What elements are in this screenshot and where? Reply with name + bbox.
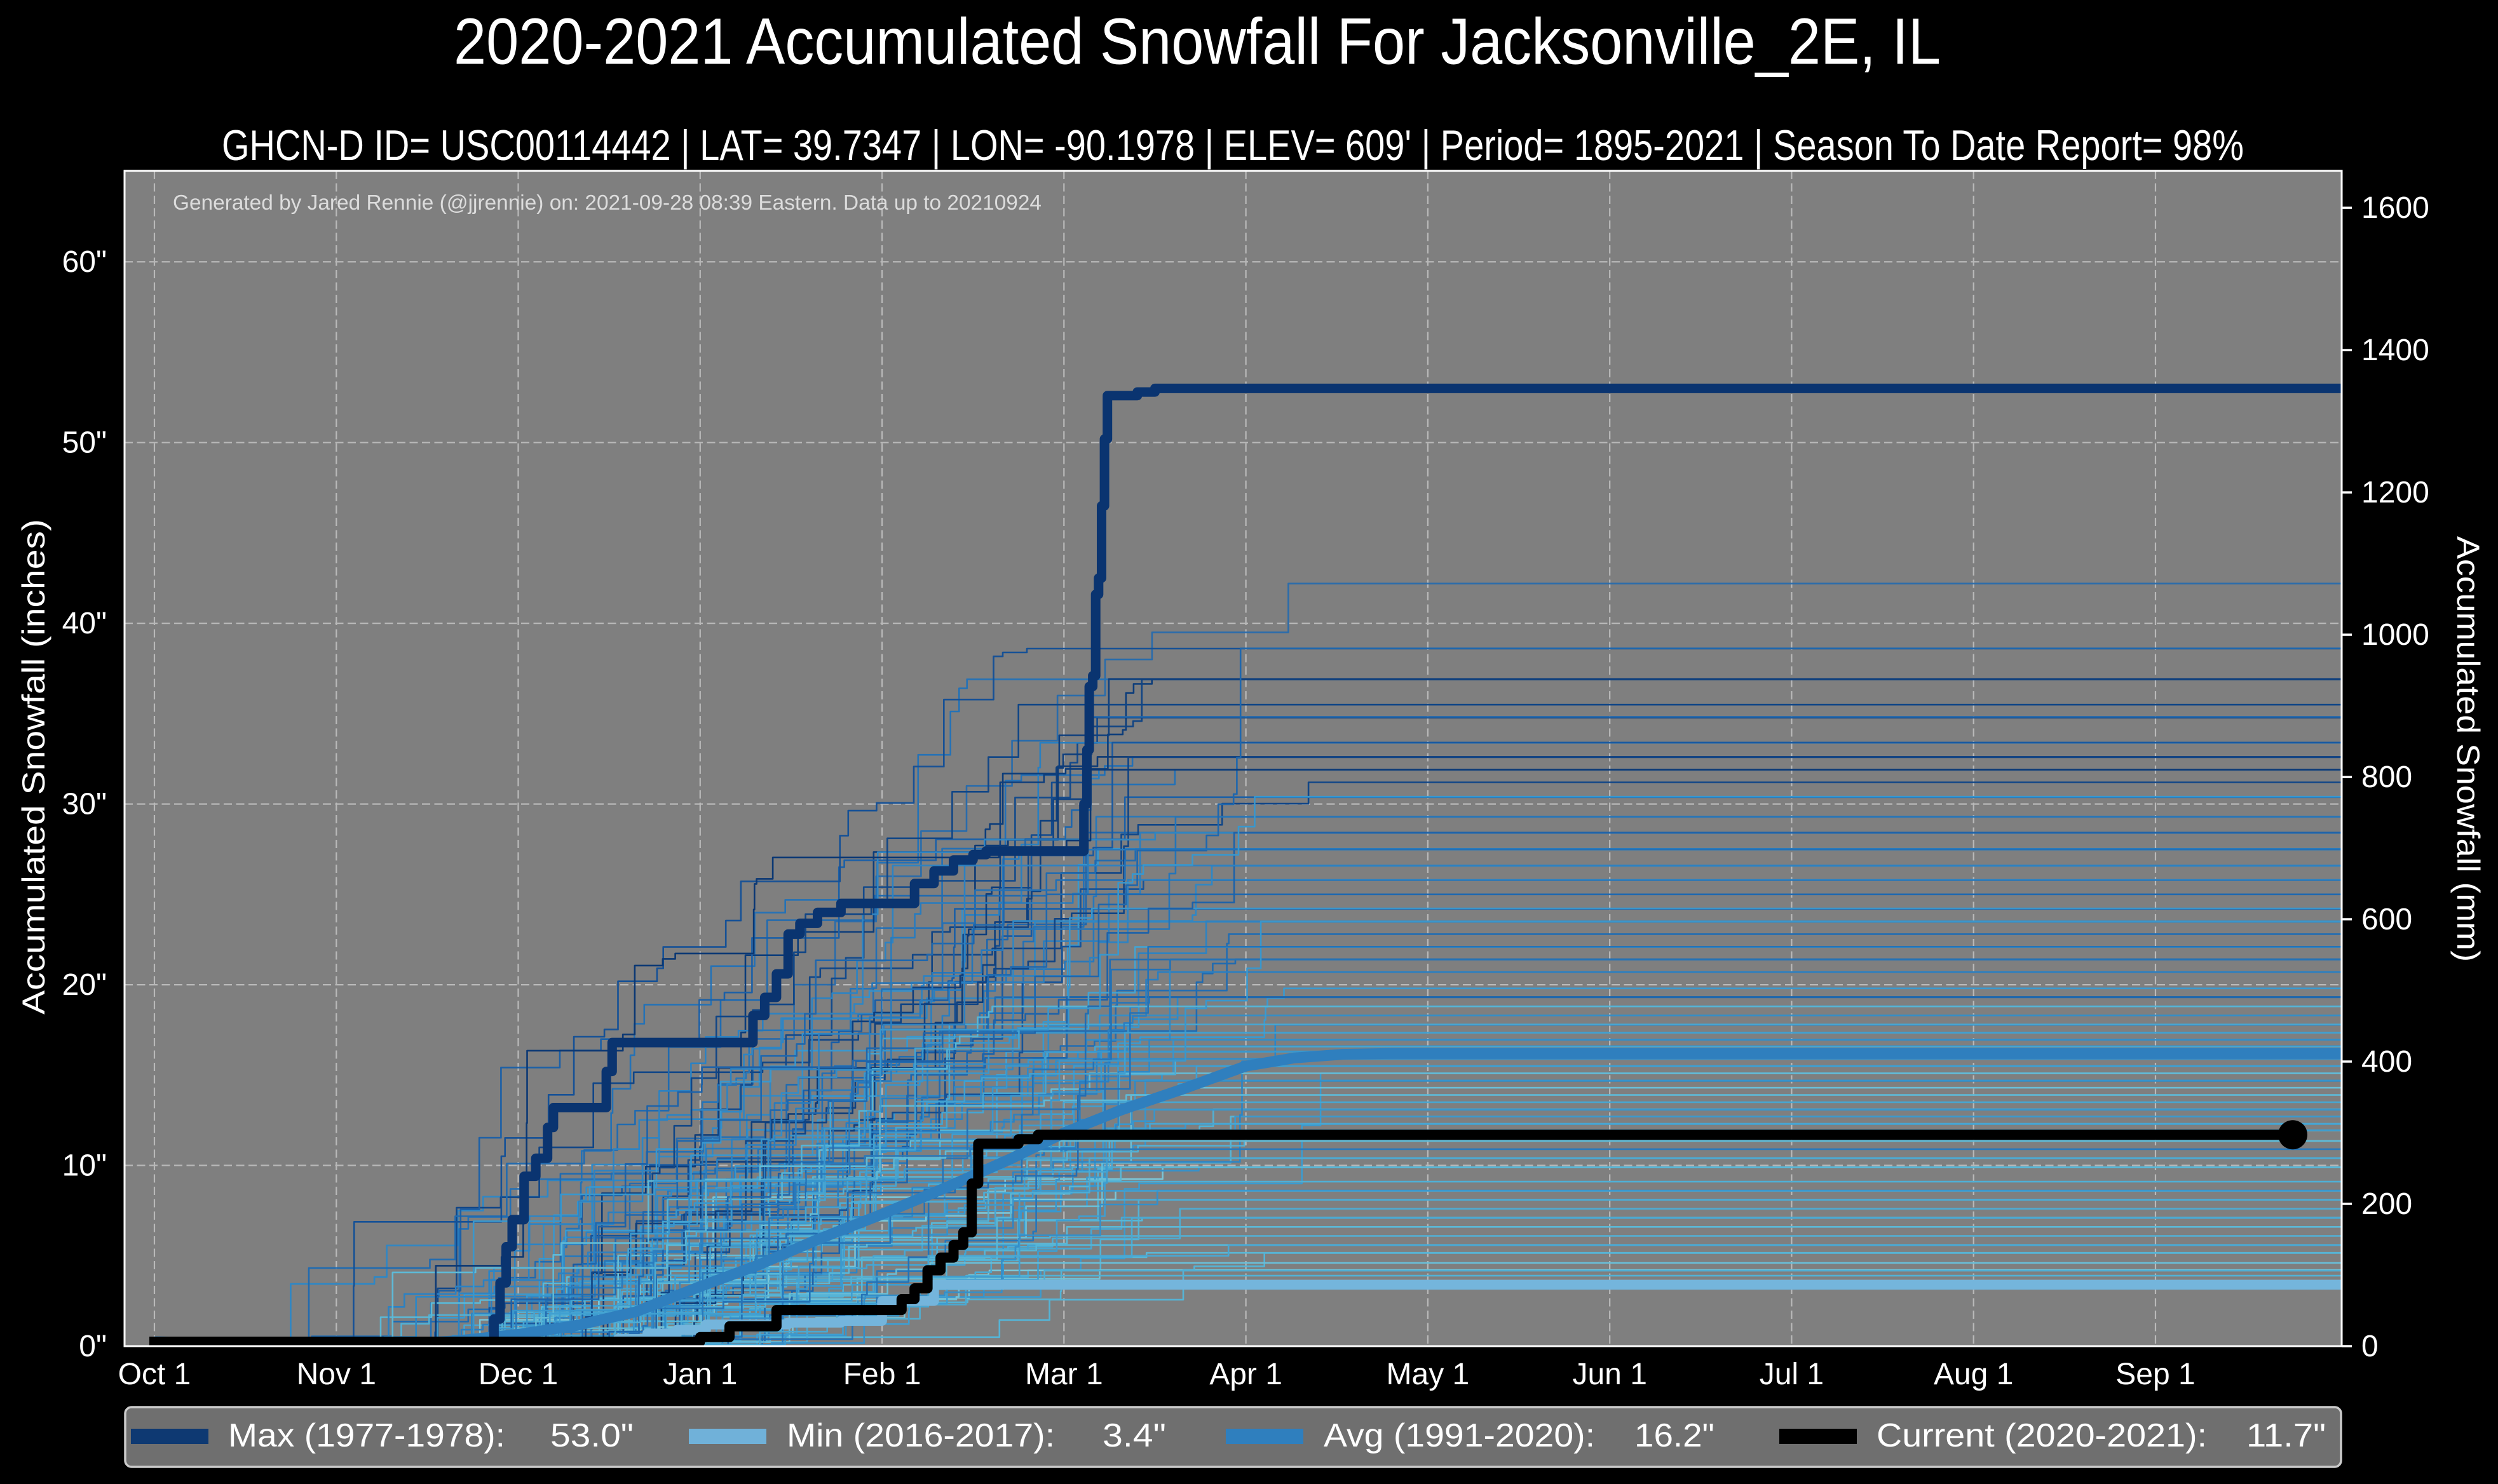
svg-text:200: 200	[2361, 1187, 2412, 1221]
svg-text:GHCN-D ID= USC00114442 | LAT=: GHCN-D ID= USC00114442 | LAT= 39.7347 | …	[222, 122, 2244, 170]
svg-text:20": 20"	[62, 968, 107, 1002]
svg-text:Jan 1: Jan 1	[663, 1358, 737, 1391]
svg-text:Jul 1: Jul 1	[1760, 1358, 1824, 1391]
svg-text:1600: 1600	[2361, 191, 2429, 225]
svg-text:16.2": 16.2"	[1634, 1417, 1714, 1454]
svg-text:0: 0	[2361, 1330, 2379, 1363]
svg-text:400: 400	[2361, 1045, 2412, 1079]
svg-text:11.7": 11.7"	[2246, 1417, 2326, 1454]
svg-text:3.4": 3.4"	[1103, 1417, 1166, 1454]
svg-text:30": 30"	[62, 788, 107, 821]
svg-text:Mar 1: Mar 1	[1025, 1358, 1103, 1391]
svg-text:Jun 1: Jun 1	[1572, 1358, 1646, 1391]
svg-text:Sep 1: Sep 1	[2115, 1358, 2195, 1391]
svg-text:Oct 1: Oct 1	[118, 1358, 191, 1391]
svg-text:Current (2020-2021):: Current (2020-2021):	[1877, 1417, 2207, 1454]
svg-text:2020-2021 Accumulated Snowfall: 2020-2021 Accumulated Snowfall For Jacks…	[454, 5, 1941, 78]
svg-text:60": 60"	[62, 245, 107, 279]
svg-text:Max (1977-1978):: Max (1977-1978):	[228, 1417, 505, 1454]
svg-text:1400: 1400	[2361, 334, 2429, 367]
svg-text:Generated by Jared Rennie (@jj: Generated by Jared Rennie (@jjrennie) on…	[173, 191, 1042, 215]
svg-text:1200: 1200	[2361, 476, 2429, 509]
svg-text:Min (2016-2017):: Min (2016-2017):	[787, 1417, 1055, 1454]
svg-text:Accumulated Snowfall (mm): Accumulated Snowfall (mm)	[2450, 536, 2486, 962]
svg-text:50": 50"	[62, 426, 107, 460]
svg-text:0": 0"	[79, 1330, 107, 1363]
svg-text:600: 600	[2361, 903, 2412, 936]
svg-text:1000: 1000	[2361, 618, 2429, 652]
svg-text:10": 10"	[62, 1149, 107, 1183]
svg-text:800: 800	[2361, 760, 2412, 794]
svg-text:Nov 1: Nov 1	[297, 1358, 376, 1391]
svg-text:Accumulated Snowfall (inches): Accumulated Snowfall (inches)	[16, 519, 51, 1015]
svg-text:53.0": 53.0"	[550, 1417, 634, 1454]
svg-text:Avg (1991-2020):: Avg (1991-2020):	[1324, 1417, 1595, 1454]
svg-text:40": 40"	[62, 607, 107, 640]
svg-text:Apr 1: Apr 1	[1209, 1358, 1282, 1391]
svg-text:Aug 1: Aug 1	[1934, 1358, 2013, 1391]
svg-text:May 1: May 1	[1387, 1358, 1470, 1391]
svg-text:Feb 1: Feb 1	[843, 1358, 921, 1391]
svg-text:Dec 1: Dec 1	[479, 1358, 558, 1391]
